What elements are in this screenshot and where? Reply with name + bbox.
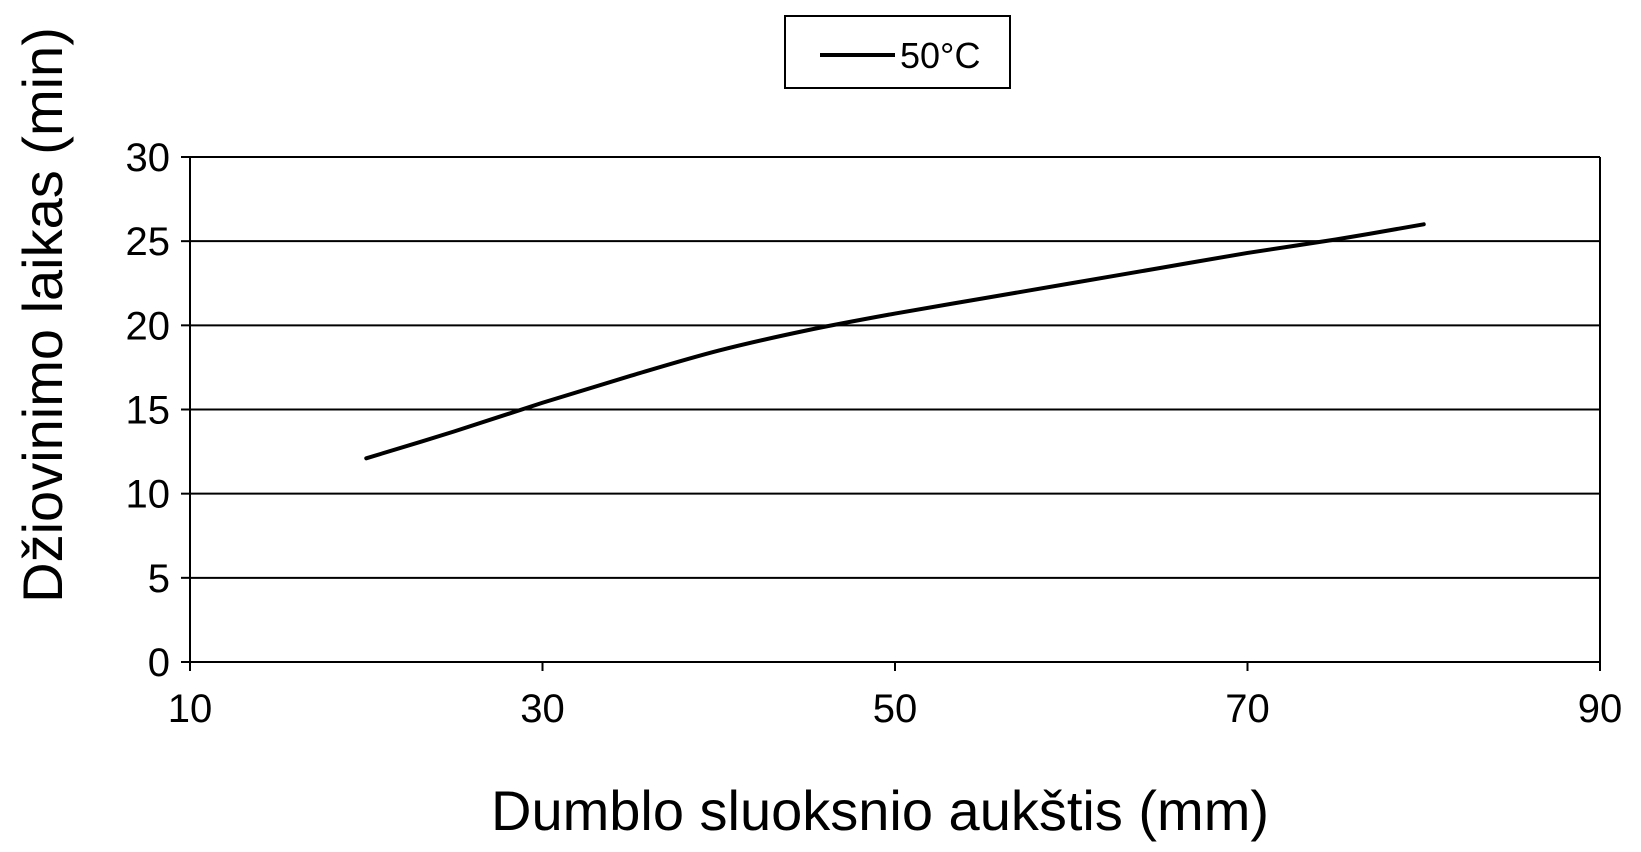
x-tick-label-30: 30	[520, 687, 565, 731]
y-tick-label-5: 5	[148, 557, 170, 601]
y-tick-label-30: 30	[126, 136, 171, 180]
legend-box	[784, 15, 1011, 89]
y-tick-label-10: 10	[126, 473, 171, 517]
legend-label-50c: 50°C	[900, 35, 980, 76]
x-tick-label-90: 90	[1578, 687, 1623, 731]
series-layer	[364, 222, 1426, 461]
gridlines	[190, 156, 1600, 579]
x-tick-label-70: 70	[1225, 687, 1270, 731]
y-axis-title: Džiovinimo laikas (min)	[11, 27, 74, 603]
x-tick-label-10: 10	[168, 687, 213, 731]
series-line-0	[364, 222, 1426, 461]
y-tick-label-20: 20	[126, 304, 171, 348]
y-tick-label-0: 0	[148, 641, 170, 685]
y-tick-label-25: 25	[126, 220, 171, 264]
x-tick-label-50: 50	[873, 687, 918, 731]
legend: 50°C	[784, 15, 1011, 89]
y-tick-label-15: 15	[126, 389, 171, 433]
x-axis-title: Dumblo sluoksnio aukštis (mm)	[491, 779, 1269, 842]
axes	[181, 156, 1601, 671]
tick-labels: 0 5 10 15 20 25 30 10 30 50 70 90	[126, 136, 1623, 731]
